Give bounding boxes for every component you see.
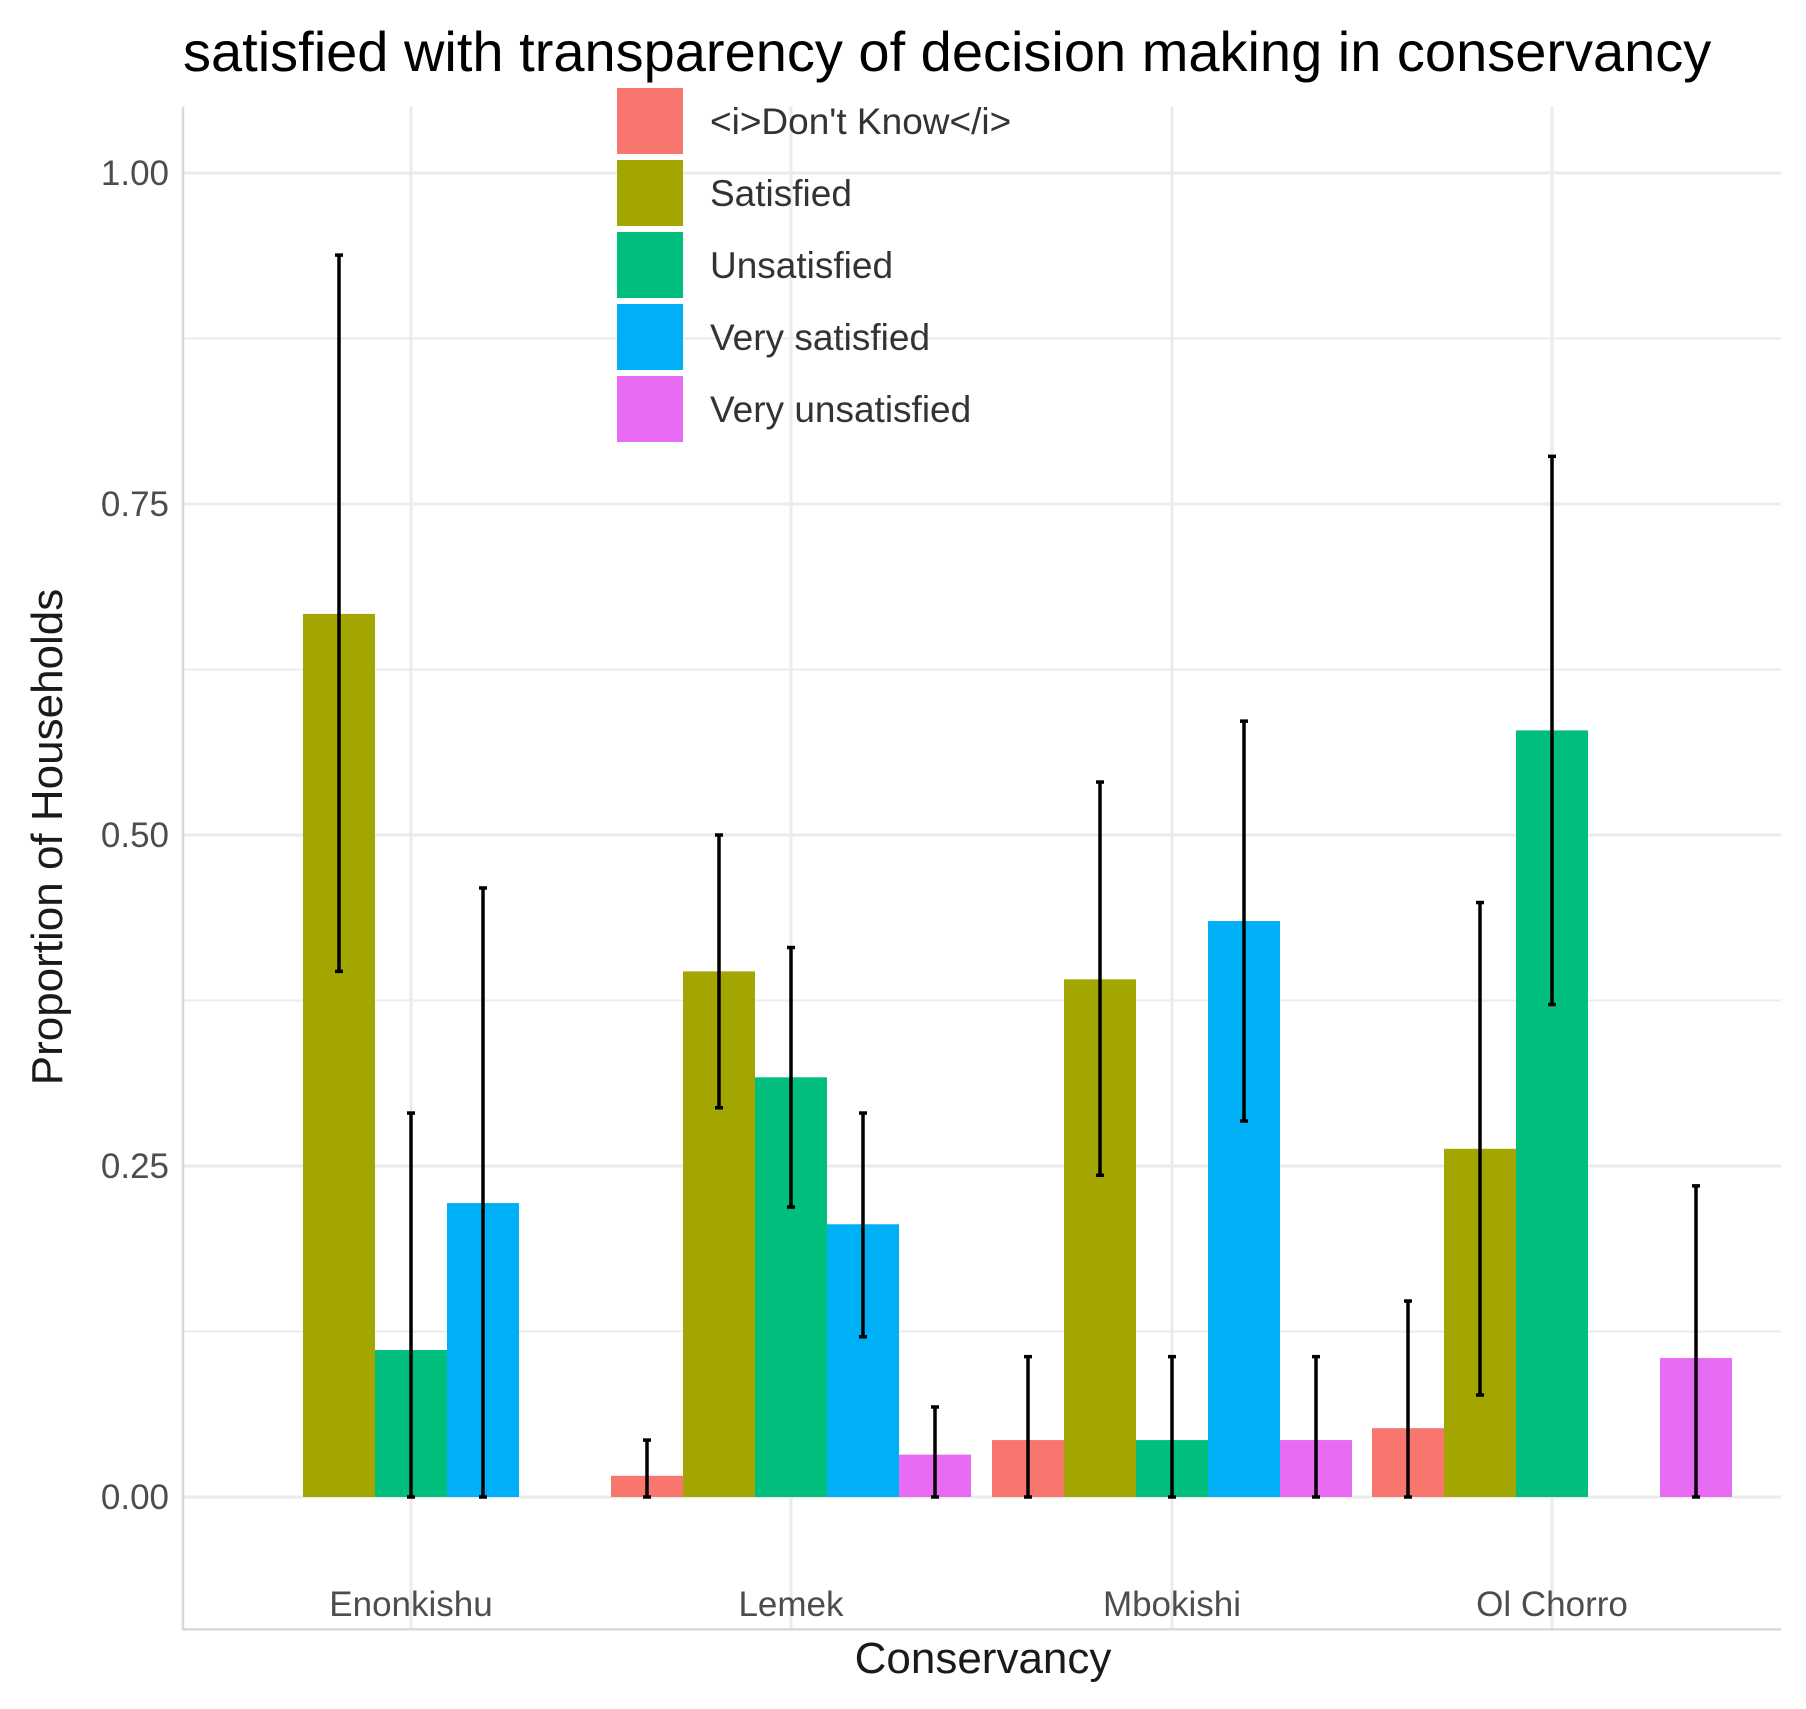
- legend-key: [617, 88, 683, 154]
- error-bar: [1240, 719, 1248, 1123]
- error-bar: [1312, 1354, 1320, 1499]
- y-tick-label: 0.25: [101, 1147, 169, 1186]
- legend-item: Very satisfied: [617, 304, 930, 370]
- error-bar: [407, 1111, 415, 1499]
- error-bar: [1024, 1354, 1032, 1499]
- legend-item: Very unsatisfied: [617, 376, 971, 442]
- x-tick-label: Ol Chorro: [1476, 1585, 1628, 1624]
- x-tick-label: Lemek: [738, 1585, 844, 1624]
- legend-key: [617, 304, 683, 370]
- legend-label: Satisfied: [710, 173, 852, 214]
- legend-key: [617, 376, 683, 442]
- error-bars: [335, 253, 1700, 1499]
- y-tick-label: 1.00: [101, 154, 169, 193]
- x-tick-label: Mbokishi: [1103, 1585, 1241, 1624]
- legend-key: [617, 160, 683, 226]
- error-bar: [931, 1405, 939, 1499]
- y-tick-label: 0.00: [101, 1478, 169, 1517]
- error-bar: [1692, 1184, 1700, 1499]
- error-bar: [335, 253, 343, 974]
- y-axis-title: Proportion of Households: [23, 589, 72, 1086]
- error-bar: [1168, 1354, 1176, 1499]
- bars: [303, 613, 1732, 1497]
- error-bar: [643, 1438, 651, 1499]
- legend-key: [617, 232, 683, 298]
- error-bar: [1096, 780, 1104, 1178]
- error-bar: [1404, 1299, 1412, 1499]
- legend-label: Very satisfied: [710, 317, 930, 358]
- y-tick-label: 0.75: [101, 485, 169, 524]
- error-bar: [787, 945, 795, 1209]
- error-bar: [859, 1111, 867, 1339]
- legend-item: Satisfied: [617, 160, 852, 226]
- error-bar: [715, 833, 723, 1110]
- legend-label: <i>Don't Know</i>: [710, 101, 1011, 142]
- legend-item: <i>Don't Know</i>: [617, 88, 1011, 154]
- y-tick-label: 0.50: [101, 816, 169, 855]
- legend-label: Very unsatisfied: [710, 389, 971, 430]
- error-bar: [479, 886, 487, 1499]
- axes: 0.00 0.25 0.50 0.75 1.00 Enonkishu Lemek Mbokis…: [101, 106, 1781, 1631]
- x-axis-title: Conservancy: [855, 1634, 1112, 1683]
- x-tick-label: Enonkishu: [329, 1585, 492, 1624]
- legend-label: Unsatisfied: [710, 245, 893, 286]
- error-bar: [1476, 900, 1484, 1397]
- error-bar: [1548, 454, 1556, 1007]
- legend-item: Unsatisfied: [617, 232, 893, 298]
- chart-title: satisfied with transparency of decision …: [183, 20, 1711, 83]
- legend: <i>Don't Know</i> Satisfied Unsatisfied Ver…: [617, 88, 1011, 442]
